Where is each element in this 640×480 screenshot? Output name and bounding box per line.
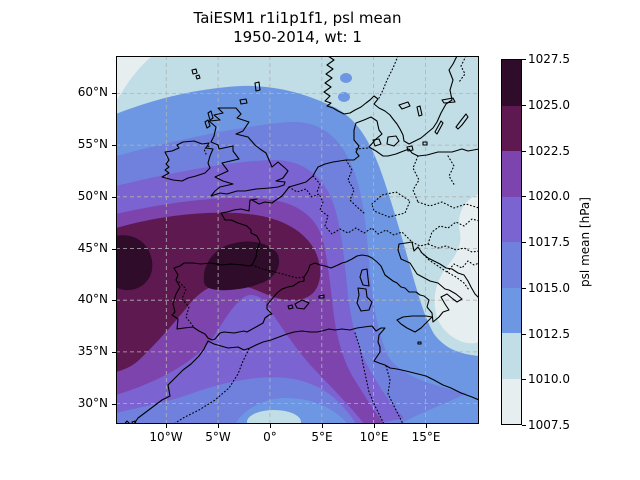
x-tick-mark: [426, 424, 427, 428]
country-borders: [173, 56, 479, 424]
colorbar-tick-label: 1020.0: [528, 189, 570, 203]
colorbar-tick-mark: [522, 242, 526, 243]
contour-band-max-biscay: [203, 241, 280, 291]
colorbar-band-1: [502, 105, 521, 151]
border-france-alps-chain: [288, 186, 413, 243]
y-tick-mark: [112, 300, 116, 301]
coastline-islands-and-lakes: [123, 68, 469, 424]
colorbar-axis-label: psl mean [hPa]: [578, 197, 592, 287]
colorbar-tick-mark: [522, 59, 526, 60]
colorbar-tick-label: 1007.5: [528, 418, 570, 432]
coastline-north-africa: [133, 325, 479, 424]
y-tick-label: 50°N: [77, 189, 108, 203]
border-spain-portugal: [178, 281, 194, 327]
colorbar-tick-mark: [522, 425, 526, 426]
colorbar-tick-label: 1010.0: [528, 372, 570, 386]
coastline-continental-europe: [171, 116, 479, 341]
colorbar-tick-label: 1022.5: [528, 144, 570, 158]
colorbar-band-4: [502, 242, 521, 288]
contour-band-low-nw-corner: [116, 56, 152, 102]
colorbar-band-7: [502, 378, 521, 424]
x-tick-label: 15°E: [411, 430, 441, 444]
colorbar-bands: [502, 60, 521, 424]
colorbar-band-0: [502, 60, 521, 106]
plot-title: TaiESM1 r1i1p1f1, psl mean 1950-2014, wt…: [116, 9, 479, 47]
y-tick-mark: [112, 197, 116, 198]
coastline-scandinavia: [323, 56, 458, 145]
y-tick-mark: [112, 352, 116, 353]
colorbar-tick-label: 1015.0: [528, 281, 570, 295]
map-plot-area: [116, 56, 479, 424]
colorbar-tick-mark: [522, 334, 526, 335]
x-tick-label: 5°W: [205, 430, 231, 444]
border-tunisia-libya: [385, 365, 404, 424]
colorbar-tick-mark: [522, 105, 526, 106]
x-tick-mark: [270, 424, 271, 428]
y-tick-label: 45°N: [77, 241, 108, 255]
colorbar-tick-label: 1012.5: [528, 327, 570, 341]
y-tick-mark: [112, 249, 116, 250]
plot-title-line2: 1950-2014, wt: 1: [233, 28, 362, 46]
contour-patch-norway-1: [340, 73, 352, 83]
y-tick-label: 35°N: [77, 344, 108, 358]
colorbar-band-3: [502, 196, 521, 242]
border-benelux: [312, 175, 321, 193]
x-tick-label: 5°E: [311, 430, 333, 444]
psl-contour-map: [116, 56, 479, 424]
x-tick-label: 10°E: [359, 430, 389, 444]
colorbar-band-5: [502, 287, 521, 333]
border-morocco-algeria: [173, 348, 250, 424]
border-algeria-tunisia: [354, 332, 385, 424]
y-tick-label: 40°N: [77, 292, 108, 306]
contour-patch-south-low: [247, 410, 301, 424]
border-poland-slovakia: [417, 155, 479, 209]
colorbar-tick-label: 1017.5: [528, 235, 570, 249]
colorbar-band-6: [502, 333, 521, 379]
colorbar-band-2: [502, 151, 521, 197]
colorbar: [501, 59, 522, 425]
x-tick-mark: [166, 424, 167, 428]
border-denmark-germany: [355, 147, 369, 150]
y-tick-label: 30°N: [77, 396, 108, 410]
colorbar-tick-mark: [522, 379, 526, 380]
colorbar-tick-label: 1025.0: [528, 98, 570, 112]
contour-patch-norway-2: [338, 92, 350, 102]
coastline-ireland: [161, 140, 214, 182]
border-dinaric: [420, 251, 479, 291]
x-tick-mark: [322, 424, 323, 428]
colorbar-tick-label: 1027.5: [528, 52, 570, 66]
border-norway-sweden: [378, 56, 467, 99]
x-tick-label: 10°W: [149, 430, 183, 444]
y-tick-mark: [112, 145, 116, 146]
y-tick-label: 60°N: [77, 85, 108, 99]
border-hungary-balkans: [411, 218, 479, 253]
coastline-great-britain: [208, 107, 289, 197]
x-tick-mark: [218, 424, 219, 428]
y-tick-mark: [112, 93, 116, 94]
colorbar-tick-mark: [522, 151, 526, 152]
x-tick-label: 0°: [263, 430, 277, 444]
y-tick-label: 55°N: [77, 137, 108, 151]
contour-band-max-west: [116, 235, 153, 291]
plot-title-line1: TaiESM1 r1i1p1f1, psl mean: [193, 9, 402, 27]
colorbar-tick-mark: [522, 196, 526, 197]
y-tick-mark: [112, 404, 116, 405]
x-tick-mark: [374, 424, 375, 428]
border-germany-poland-czech: [345, 155, 420, 218]
colorbar-tick-mark: [522, 288, 526, 289]
map-frame: [116, 56, 479, 424]
coastlines: [123, 56, 479, 424]
contour-band-1010-1012: [116, 56, 479, 356]
